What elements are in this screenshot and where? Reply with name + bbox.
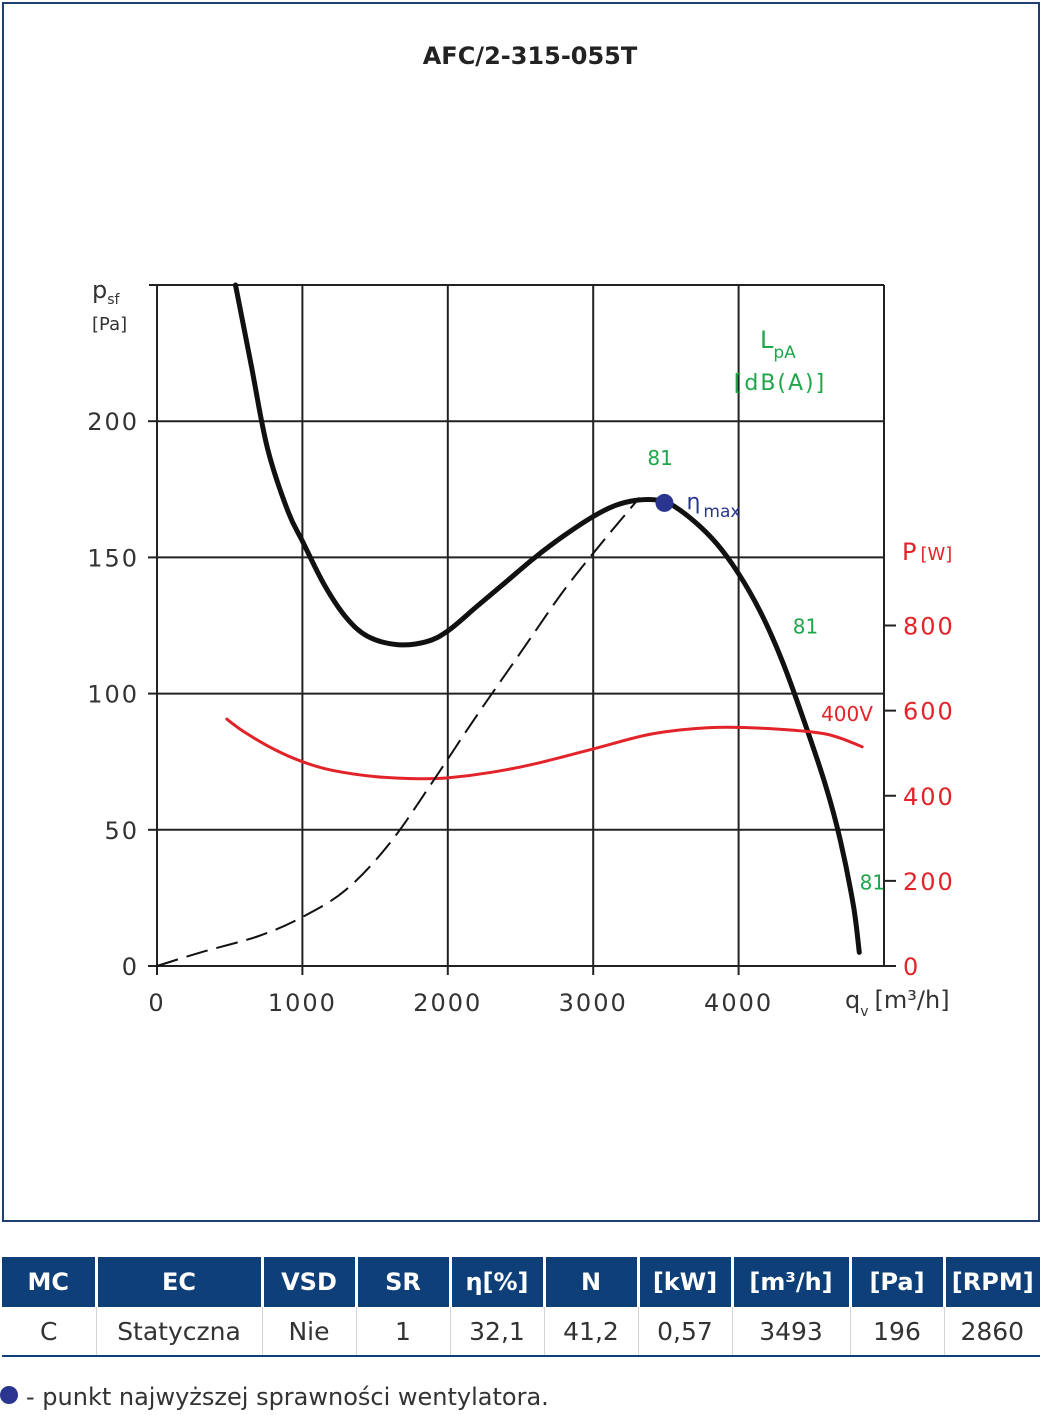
y2-tick-label: 400 [903,783,955,811]
y-axis-unit: [Pa] [92,314,127,335]
header-rpm: [RPM] [942,1257,1040,1307]
cell-flow: 3493 [731,1307,850,1357]
cell-n: 41,2 [543,1307,638,1357]
sound-level-label: 81 [647,446,672,470]
cell-ec: Statyczna [95,1307,262,1357]
header-vsd: VSD [260,1257,356,1307]
header-n: N [542,1257,638,1307]
eta-max-legend-icon [0,1386,18,1404]
pressure-curve [233,282,862,955]
eta-max-label: η max [686,490,740,522]
y-tick-label: 200 [87,408,139,436]
y2-tick-label: 200 [903,868,955,896]
spec-table: MC EC VSD SR η[%] N [kW] [m³/h] [Pa] [RP… [2,1257,1040,1357]
eta-max-point [655,493,674,512]
x-tick-label: 2000 [413,989,482,1017]
cell-vsd: Nie [261,1307,356,1357]
cell-kw: 0,57 [637,1307,732,1357]
fan-performance-chart: AFC/2-315-055T psf [Pa] P [W] qv [m³/h] Lp… [87,42,955,1020]
y2-axis-symbol: P [902,538,916,566]
cell-sr: 1 [355,1307,450,1357]
cell-pa: 196 [849,1307,944,1357]
system-curve [156,496,641,967]
power-curve-label: 400V [821,702,873,726]
eta-subscript: max [703,502,740,522]
data-series [156,282,864,967]
header-kw: [kW] [636,1257,732,1307]
x-axis-subscript: v [860,1004,868,1020]
header-flow: [m³/h] [730,1257,850,1307]
y-tick-label: 150 [87,544,139,572]
cell-eta: 32,1 [449,1307,544,1357]
header-mc: MC [2,1257,96,1307]
footnote-text: - punkt najwyższej sprawności wentylator… [26,1383,549,1411]
y-tick-label: 0 [122,953,139,981]
lpa-unit: [dB(A)] [734,371,826,396]
eta-symbol: η [686,490,700,515]
x-tick-label: 4000 [704,989,773,1017]
x-axis-label: qv [m³/h] [845,986,950,1020]
lpa-symbol: L [760,326,774,354]
header-ec: EC [94,1257,262,1307]
y2-axis-unit: [W] [920,544,952,565]
x-axis-symbol: q [845,986,860,1014]
cell-mc: C [2,1307,96,1357]
table-header-row: MC EC VSD SR η[%] N [kW] [m³/h] [Pa] [RP… [2,1257,1040,1307]
y-axis-symbol: p [92,276,107,304]
chart-title: AFC/2-315-055T [423,42,638,70]
x-axis-unit: [m³/h] [875,986,950,1014]
tick-labels: 0 1000 2000 3000 400005010015020002004006008… [87,408,955,1017]
cell-rpm: 2860 [943,1307,1040,1357]
x-tick-label: 1000 [268,989,337,1017]
header-sr: SR [354,1257,450,1307]
y-tick-label: 100 [87,681,139,709]
header-pa: [Pa] [848,1257,944,1307]
y2-axis-label: P [W] [902,538,952,566]
y-tick-label: 50 [104,817,139,845]
x-tick-label: 3000 [559,989,628,1017]
chart-frame [2,2,1040,1222]
lpa-label: LpA [760,326,796,363]
y2-tick-label: 600 [903,698,955,726]
y-axis-label: psf [92,276,121,308]
annotations: 400V 81 81 81 η max [647,446,885,895]
header-eta: η[%] [448,1257,544,1307]
sound-level-label: 81 [793,615,818,639]
grid-lines [148,284,896,975]
footnote: - punkt najwyższej sprawności wentylator… [0,1383,549,1411]
lpa-subscript: pA [773,343,796,363]
power-curve [225,717,864,781]
sound-level-label: 81 [860,871,885,895]
y-axis-subscript: sf [107,292,120,308]
y2-tick-label: 0 [903,953,920,981]
x-tick-label: 0 [148,989,165,1017]
table-row: C Statyczna Nie 1 32,1 41,2 0,57 3493 19… [2,1307,1040,1357]
y2-tick-label: 800 [903,613,955,641]
